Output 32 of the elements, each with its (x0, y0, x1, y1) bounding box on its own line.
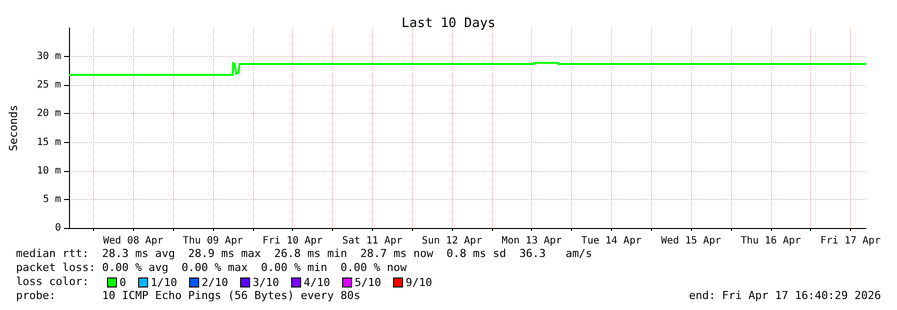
x-tick-label: Mon 13 Apr (502, 236, 562, 246)
text: loss color: (16, 275, 89, 288)
y-tick-label: 20 m (36, 108, 61, 120)
x-tick-label: Sat 11 Apr (342, 236, 402, 246)
x-tick-label: Tue 14 Apr (581, 236, 642, 246)
y-tick-label: 30 m (36, 51, 61, 62)
text: probe: 10 ICMP Echo Pings (56 Bytes) every 80s (16, 289, 360, 302)
x-tick-label: Fri 10 Apr (262, 236, 323, 246)
y-tick-label: 0 (54, 222, 61, 234)
legend-label: 3/10 (252, 276, 280, 289)
x-tick-label: Wed 15 Apr (660, 236, 722, 246)
y-tick-label: 5 m (42, 194, 61, 205)
legend-label: 4/10 (304, 276, 330, 289)
text: median rtt: 28.3 ms avg 28.9 ms max 26.8 ms min 28.7 ms now 0.8 ms sd 36.3 am/s (16, 247, 592, 260)
y-tick-label: 25 m (36, 80, 61, 91)
x-tick-label: Thu 09 Apr (182, 236, 244, 246)
y-axis-title: Seconds (7, 104, 20, 152)
x-tick-label: Fri 17 Apr (820, 236, 881, 246)
x-tick-label: Thu 16 Apr (740, 236, 801, 246)
legend-label: 1/10 (150, 276, 178, 289)
legend-label: 9/10 (406, 276, 432, 289)
text: end: Fri Apr 17 16:40:29 2026 (688, 289, 882, 302)
x-tick-label: Sun 12 Apr (422, 236, 482, 246)
legend-label: 0 (120, 276, 126, 289)
x-tick-label: Wed 08 Apr (103, 236, 164, 246)
y-tick-label: 10 m (36, 165, 61, 176)
line-series (68, 62, 867, 76)
legend-label: 2/10 (202, 276, 228, 289)
y-tick-label: 15 m (36, 136, 61, 148)
text: packet loss: 0.00 % avg 0.00 % max 0.00 % min 0.00 % now (16, 261, 408, 274)
legend-label: 5/10 (354, 276, 382, 289)
chart-title: Last 10 Days (402, 16, 496, 31)
